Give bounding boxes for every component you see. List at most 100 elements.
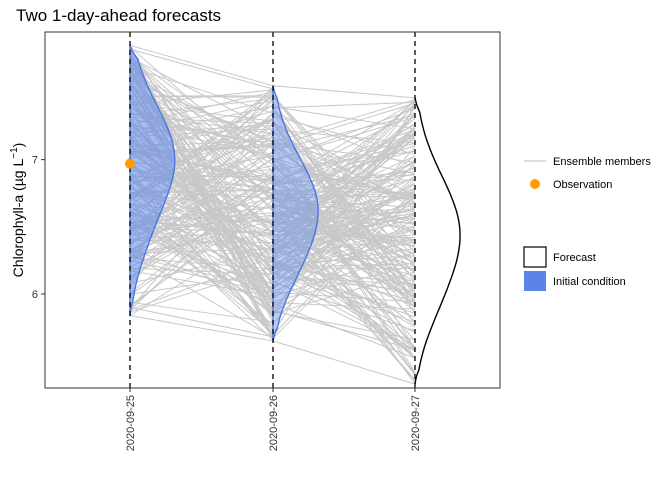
ensemble-member-line [272, 137, 416, 254]
ensemble-member-line [272, 280, 416, 352]
ensemble-member-line [272, 85, 416, 99]
legend-initial-condition-label: Initial condition [553, 276, 626, 288]
ensemble-member-line [272, 263, 416, 268]
ensemble-member-line [272, 106, 416, 130]
ensemble-member-line [272, 190, 416, 265]
legend-observation-label: Observation [553, 179, 612, 191]
observation-markers [125, 158, 135, 169]
ensemble-member-line [129, 193, 274, 308]
ensemble-member-line [272, 166, 416, 246]
ensemble-member-line [129, 301, 274, 323]
ensemble-member-line [272, 122, 416, 197]
ensemble-member-line [272, 129, 416, 144]
legend-initial-condition-key [524, 271, 546, 291]
ensemble-member-line [272, 218, 416, 373]
distribution-curves [129, 44, 461, 385]
ensemble-member-line [272, 130, 416, 206]
ensemble-member-line [272, 107, 416, 306]
ensemble-member-line [129, 229, 274, 240]
ensemble-member-line [272, 100, 416, 186]
ensemble-member-line [129, 188, 274, 244]
y-axis-ticks: 67 [32, 155, 45, 301]
ensemble-member-line [129, 306, 274, 338]
ensemble-member-line [129, 220, 274, 309]
ensemble-member-line [272, 302, 416, 359]
ensemble-member-line [272, 106, 416, 292]
ensemble-member-line [272, 214, 416, 290]
ensemble-member-line [272, 302, 416, 310]
ensemble-member-line [272, 311, 416, 341]
ensemble-member-line [129, 215, 274, 258]
ensemble-member-line [272, 195, 416, 339]
ensemble-member-line [272, 143, 416, 175]
ensemble-member-line [272, 210, 416, 224]
ensemble-member-line [272, 203, 416, 359]
ensemble-member-line [272, 101, 416, 109]
ensemble-member-line [129, 259, 274, 294]
ensemble-member-line [272, 112, 416, 168]
ensemble-lines-day2 [272, 85, 416, 385]
ensemble-member-line [129, 176, 274, 294]
ensemble-member-line [129, 71, 274, 150]
ensemble-member-line [272, 192, 416, 376]
ensemble-member-line [272, 234, 416, 246]
ensemble-member-line [129, 233, 274, 253]
legend-ensemble-observation: Ensemble members Observation [524, 156, 651, 191]
ensemble-member-line [129, 252, 274, 339]
ensemble-member-line [129, 65, 274, 203]
ensemble-member-line [272, 102, 416, 277]
ensemble-member-line [272, 172, 416, 349]
x-tick-label: 2020-09-25 [125, 395, 137, 451]
x-tick-label: 2020-09-26 [268, 395, 280, 451]
ensemble-member-line [129, 211, 274, 333]
ensemble-member-line [272, 187, 416, 256]
y-tick-label: 6 [32, 289, 38, 301]
ensemble-member-line [129, 171, 274, 311]
ensemble-member-line [129, 48, 274, 90]
ensemble-member-line [272, 228, 416, 293]
chart-title: Two 1-day-ahead forecasts [16, 6, 221, 25]
ensemble-member-line [272, 281, 416, 332]
x-axis-ticks: 2020-09-25 2020-09-26 2020-09-27 [125, 388, 422, 451]
legend-forecast-label: Forecast [553, 252, 596, 264]
ensemble-member-line [272, 114, 416, 151]
y-axis-title: Chlorophyll-a (µg L−1) [9, 143, 26, 278]
ensemble-member-line [272, 136, 416, 203]
ensemble-member-line [272, 132, 416, 221]
legend-forecast-initial: Forecast Initial condition [523, 246, 626, 291]
ensemble-member-line [272, 133, 416, 182]
ensemble-member-line [272, 225, 416, 287]
ensemble-member-line [129, 69, 274, 212]
legend-forecast-key [523, 246, 547, 268]
ensemble-member-line [272, 142, 416, 163]
ensemble-member-line [129, 157, 274, 254]
ensemble-member-line [272, 102, 416, 148]
ensemble-member-line [272, 212, 416, 247]
ensemble-member-line [129, 175, 274, 264]
ensemble-member-line [272, 155, 416, 221]
ensemble-member-line [129, 79, 274, 144]
legend-ensemble-label: Ensemble members [553, 156, 651, 168]
ensemble-member-line [272, 198, 416, 208]
ensemble-member-line [272, 243, 416, 283]
ensemble-member-line [129, 56, 274, 161]
ensemble-member-line [129, 225, 274, 316]
ensemble-member-line [272, 261, 416, 296]
initial-condition-distribution [272, 84, 319, 342]
ensemble-member-line [272, 179, 416, 290]
ensemble-member-line [129, 227, 274, 298]
ensemble-member-line [129, 44, 274, 87]
ensemble-member-line [129, 220, 274, 259]
observation-point [125, 158, 135, 169]
ensemble-member-line [272, 160, 416, 203]
ensemble-member-line [272, 193, 416, 233]
ensemble-member-line [272, 212, 416, 381]
ensemble-member-line [272, 198, 416, 273]
ensemble-member-line [272, 203, 416, 264]
initial-condition-distribution [129, 44, 176, 317]
ensemble-member-line [272, 145, 416, 187]
ensemble-member-line [129, 272, 274, 295]
ensemble-member-line [129, 267, 274, 275]
ensemble-member-line [129, 56, 274, 182]
